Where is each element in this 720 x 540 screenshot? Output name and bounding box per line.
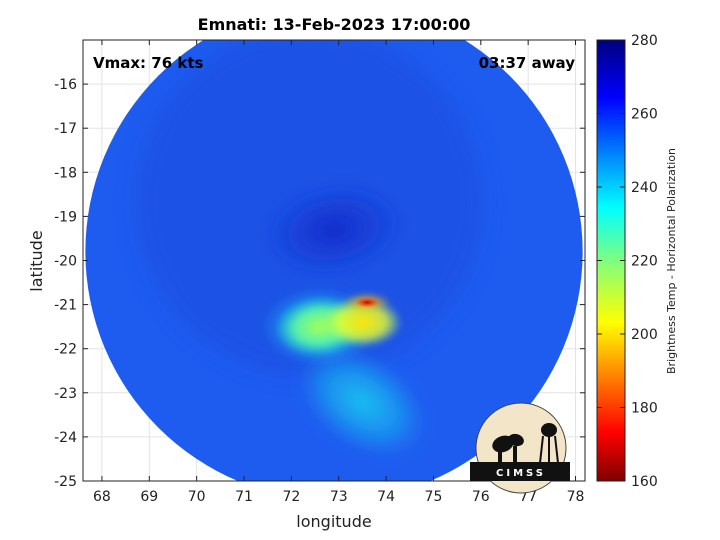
logo-text: CIMSS [496,468,546,479]
colorbar-tick-label: 260 [631,107,658,123]
y-tick-label: -24 [54,430,77,446]
y-axis-ticks: -16 -17 -18 -19 -20 -21 -22 -23 -24 -25 [54,77,585,490]
colorbar-ticks: 280 260 240 220 200 180 160 [597,33,658,490]
y-tick-label: -25 [54,474,77,490]
dish-stand-2 [513,446,517,463]
y-tick-label: -16 [54,77,77,93]
x-tick-label: 74 [377,489,395,505]
y-axis-label: latitude [27,230,46,291]
y-tick-label: -17 [54,121,77,137]
colorbar-tick-label: 220 [631,254,658,270]
y-tick-label: -19 [54,209,77,225]
coldest-cell-feature [355,297,380,308]
y-tick-label: -22 [54,342,77,358]
colorbar-tick-label: 160 [631,474,658,490]
colorbar: 280 260 240 220 200 180 160 Brightness Temp - … [596,33,678,490]
x-axis-label: longitude [296,512,371,531]
y-tick-label: -23 [54,386,77,402]
y-tick-label: -18 [54,165,77,181]
colorbar-label: Brightness Temp - Horizontal Polarizatio… [665,148,678,374]
swath-features [135,40,484,460]
time-away-annotation: 03:37 away [479,54,576,72]
eye-feature [264,183,404,276]
x-tick-label: 71 [235,489,253,505]
x-tick-label: 75 [425,489,443,505]
logo-bar [470,462,570,481]
colorbar-tick-label: 180 [631,401,658,417]
x-tick-label: 70 [188,489,206,505]
colorbar-tick-label: 200 [631,327,658,343]
colorbar-tick-label: 240 [631,180,658,196]
tower-leg-2 [554,435,559,464]
rain-tail-feature [295,343,430,460]
cimss-logo: CIMSS [470,402,570,494]
swath-layer [85,40,583,481]
x-tick-label: 78 [567,489,585,505]
satellite-dish-icon-2 [508,433,524,447]
x-tick-label: 72 [282,489,300,505]
x-tick-label: 69 [140,489,158,505]
tower-leg [539,435,544,464]
y-tick-label: -20 [54,254,77,270]
x-tick-label: 76 [472,489,490,505]
dish-stand [498,450,502,463]
x-tick-label: 73 [330,489,348,505]
x-tick-label: 68 [93,489,111,505]
vmax-annotation: Vmax: 76 kts [93,54,203,72]
water-tower-icon [541,423,557,437]
y-tick-label: -21 [54,298,77,314]
storm-features [257,183,430,460]
plot-area: 68 69 70 71 72 73 74 75 76 77 78 -16-17-18-19-20-2… [54,39,586,505]
colorbar-tick-label: 280 [631,33,658,49]
chart-title: Emnati: 13-Feb-2023 17:00:00 [198,15,471,34]
x-axis-ticks: 68 69 70 71 72 73 74 75 76 77 78 [93,40,584,505]
